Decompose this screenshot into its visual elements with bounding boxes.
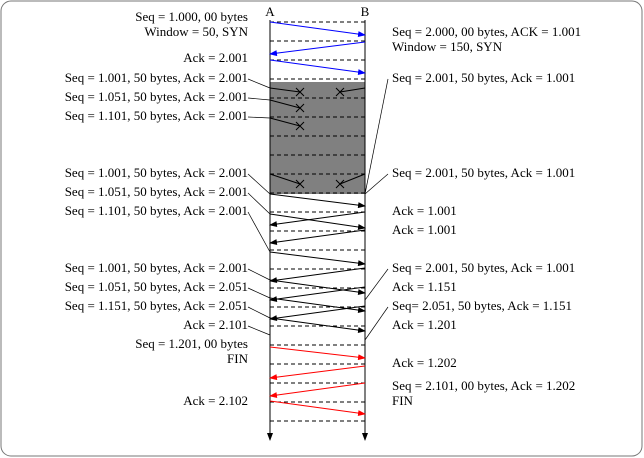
left-label: Seq = 1.051, 50 bytes, Ack = 2.001: [65, 89, 248, 104]
message-arrow: [269, 317, 366, 334]
right-label: Ack = 1.001: [392, 222, 457, 237]
message-arrow: [269, 229, 366, 246]
message-arrow: [269, 267, 366, 284]
message-arrow: [269, 193, 366, 209]
right-label: FIN: [392, 393, 414, 408]
leader: [247, 306, 271, 319]
left-label: Seq = 1.201, 00 bytes: [135, 336, 248, 351]
message-arrow: [269, 211, 366, 228]
lost-mark: [335, 179, 345, 189]
message-arrow: [269, 305, 366, 322]
left-label: Window = 50, SYN: [144, 24, 248, 39]
right-label: Seq = 2.000, 00 bytes, ACK = 1.001: [392, 24, 581, 39]
leader: [247, 97, 271, 101]
right-label: Seq= 2.051, 50 bytes, Ack = 1.151: [392, 298, 572, 313]
left-label: FIN: [227, 351, 249, 366]
lost-arrow: [339, 87, 366, 93]
leader: [247, 211, 271, 253]
message-arrow: [269, 286, 366, 303]
lost-mark: [295, 103, 305, 113]
message-arrow: [269, 59, 366, 76]
leader: [364, 268, 389, 301]
right-label: Seq = 2.101, 00 bytes, Ack = 1.202: [392, 378, 575, 393]
left-label: Ack = 2.001: [183, 50, 248, 65]
left-label: Seq = 1.001, 50 bytes, Ack = 2.001: [65, 70, 248, 85]
right-label: Ack = 1.202: [392, 355, 457, 370]
right-label: Ack = 1.001: [392, 203, 457, 218]
left-label: Seq = 1.001, 50 bytes, Ack = 2.001: [65, 165, 248, 180]
left-label: Seq = 1.101, 50 bytes, Ack = 2.001: [65, 203, 248, 218]
message-arrow: [269, 346, 366, 361]
time-grid: [270, 21, 365, 422]
right-label: Seq = 2.001, 50 bytes, Ack = 1.001: [392, 70, 575, 85]
leader: [364, 173, 389, 195]
participant: B: [361, 4, 370, 19]
message-arrow: [269, 382, 366, 399]
message-arrow: [269, 400, 366, 417]
left-label: Seq = 1.101, 50 bytes, Ack = 2.001: [65, 108, 248, 123]
left-label: Seq = 1.151, 50 bytes, Ack = 2.051: [65, 298, 248, 313]
right-label: Ack = 1.201: [392, 317, 457, 332]
leader: [247, 78, 271, 89]
leader: [247, 268, 271, 281]
left-label: Ack = 2.101: [183, 317, 248, 332]
right-label: Ack = 1.151: [392, 279, 457, 294]
message-arrow: [269, 21, 366, 38]
lost-arrow: [269, 117, 301, 127]
message-arrow: [269, 213, 366, 230]
participant: A: [265, 4, 275, 19]
lost-mark: [295, 179, 305, 189]
message-arrow: [269, 365, 366, 381]
messages: [247, 21, 389, 417]
right-label: Seq = 2.001, 50 bytes, Ack = 1.001: [392, 260, 575, 275]
lost-arrow: [269, 87, 301, 93]
lost-arrow: [269, 99, 301, 109]
message-arrow: [269, 251, 366, 267]
leader: [247, 173, 271, 195]
leader: [364, 306, 389, 341]
left-label: Seq = 1.051, 50 bytes, Ack = 2.051: [65, 279, 248, 294]
leader: [247, 116, 271, 119]
message-arrow: [269, 279, 366, 296]
lost-region: [270, 82, 365, 194]
message-arrow: [269, 41, 366, 57]
lost-arrow: [339, 173, 366, 185]
leader: [247, 192, 271, 215]
lost-mark: [295, 87, 305, 97]
left-label: Ack = 2.102: [183, 393, 248, 408]
left-label: Seq = 1.051, 50 bytes, Ack = 2.001: [65, 184, 248, 199]
left-label: Seq = 1.000, 00 bytes: [135, 9, 248, 24]
lost-arrow: [269, 173, 301, 185]
lost-mark: [295, 121, 305, 131]
lost-mark: [335, 87, 345, 97]
leader: [247, 287, 271, 299]
left-label: Seq = 1.001, 50 bytes, Ack = 2.001: [65, 260, 248, 275]
leader: [364, 78, 389, 195]
right-label: Seq = 2.001, 50 bytes, Ack = 1.001: [392, 165, 575, 180]
right-label: Window = 150, SYN: [392, 39, 503, 54]
message-arrow: [269, 297, 366, 314]
leader: [247, 325, 271, 336]
